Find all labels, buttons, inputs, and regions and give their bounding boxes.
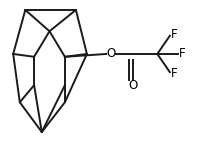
Text: F: F <box>170 67 177 80</box>
Text: F: F <box>179 47 186 60</box>
Text: O: O <box>128 79 138 92</box>
Text: O: O <box>106 47 116 60</box>
Text: F: F <box>170 28 177 41</box>
